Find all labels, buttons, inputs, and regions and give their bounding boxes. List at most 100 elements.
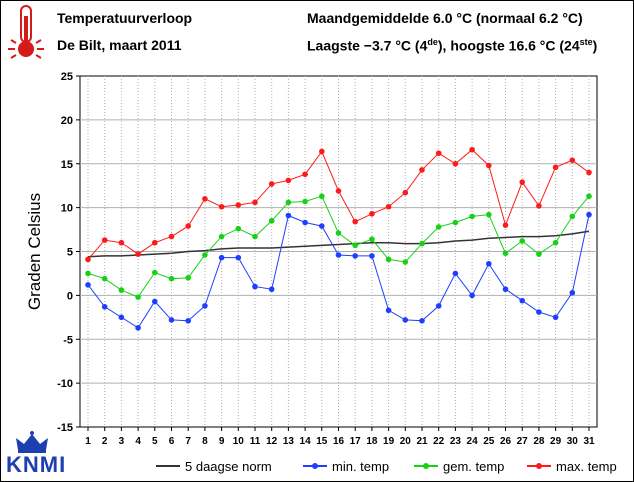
data-point-min bbox=[168, 317, 175, 323]
legend-label-max: max. temp bbox=[556, 459, 617, 474]
data-point-avg bbox=[202, 252, 208, 258]
data-point-min bbox=[519, 297, 525, 304]
data-point-max bbox=[536, 203, 542, 209]
data-point-max bbox=[302, 171, 308, 178]
data-point-avg bbox=[319, 193, 325, 200]
data-point-max bbox=[252, 199, 258, 206]
x-tick-label: 17 bbox=[350, 436, 362, 447]
data-point-avg bbox=[569, 213, 576, 220]
data-point-max bbox=[452, 160, 459, 167]
x-tick-label: 15 bbox=[316, 436, 328, 447]
data-point-max bbox=[419, 167, 425, 173]
y-tick-label: 5 bbox=[67, 247, 73, 259]
x-tick-label: 5 bbox=[152, 436, 158, 447]
data-point-min bbox=[536, 309, 542, 315]
data-point-avg bbox=[268, 217, 275, 224]
x-tick-label: 12 bbox=[266, 436, 278, 447]
x-tick-label: 11 bbox=[250, 436, 261, 447]
data-point-min bbox=[218, 254, 225, 261]
data-point-max bbox=[185, 223, 191, 229]
data-point-avg bbox=[335, 230, 342, 236]
knmi-logo-text: KNMI bbox=[6, 452, 67, 477]
data-point-min bbox=[202, 303, 208, 309]
monthly-average: Maandgemiddelde 6.0 °C (normaal 6.2 °C) bbox=[307, 10, 583, 26]
y-tick-label: -15 bbox=[57, 422, 73, 434]
legend-marker-avg bbox=[423, 463, 429, 469]
data-point-avg bbox=[285, 199, 292, 206]
y-tick-label: 20 bbox=[61, 115, 73, 127]
chart-title: Temperatuurverloop bbox=[57, 10, 193, 26]
data-point-max bbox=[202, 196, 208, 202]
x-tick-label: 25 bbox=[483, 436, 495, 447]
data-point-min bbox=[235, 254, 242, 261]
x-tick-label: 16 bbox=[333, 436, 345, 447]
data-point-avg bbox=[402, 259, 409, 265]
data-point-avg bbox=[118, 287, 125, 293]
y-axis-label: Graden Celsius bbox=[25, 193, 44, 310]
data-point-min bbox=[369, 253, 375, 259]
data-point-max bbox=[352, 218, 359, 225]
data-point-avg bbox=[185, 275, 191, 281]
data-point-avg bbox=[235, 225, 242, 232]
data-point-avg bbox=[486, 211, 492, 218]
x-tick-label: 6 bbox=[169, 436, 175, 447]
data-point-max bbox=[319, 148, 325, 155]
data-point-min bbox=[352, 253, 359, 259]
legend-marker-max bbox=[536, 463, 542, 469]
data-point-avg bbox=[302, 198, 308, 205]
data-point-avg bbox=[452, 219, 459, 226]
data-point-min bbox=[285, 212, 292, 219]
data-point-avg bbox=[252, 233, 258, 240]
x-tick-label: 13 bbox=[283, 436, 295, 447]
x-tick-label: 23 bbox=[450, 436, 462, 447]
data-point-max bbox=[469, 146, 475, 153]
data-point-min bbox=[435, 303, 442, 309]
legend-marker-min bbox=[312, 463, 318, 469]
data-point-min bbox=[569, 289, 576, 296]
x-tick-label: 7 bbox=[185, 436, 191, 447]
data-point-avg bbox=[101, 275, 108, 282]
data-point-avg bbox=[435, 224, 442, 230]
knmi-crown-icon bbox=[16, 431, 48, 453]
data-point-avg bbox=[369, 236, 375, 243]
data-point-max bbox=[218, 203, 225, 210]
x-tick-label: 4 bbox=[135, 436, 141, 447]
x-tick-label: 28 bbox=[533, 436, 545, 447]
data-point-avg bbox=[152, 269, 158, 276]
y-tick-label: 25 bbox=[61, 71, 73, 83]
data-point-min bbox=[85, 282, 91, 288]
legend-label-norm: 5 daagse norm bbox=[185, 459, 272, 474]
x-tick-label: 2 bbox=[102, 436, 108, 447]
data-point-avg bbox=[519, 238, 525, 244]
data-point-min bbox=[335, 252, 342, 258]
data-point-max bbox=[168, 233, 175, 240]
data-point-min bbox=[135, 325, 141, 331]
x-tick-label: 29 bbox=[550, 436, 562, 447]
data-point-max bbox=[569, 157, 576, 164]
extremes-line: Laagste −3.7 °C (4de), hoogste 16.6 °C (… bbox=[307, 37, 598, 54]
data-point-min bbox=[118, 314, 125, 321]
data-point-max bbox=[268, 181, 275, 187]
thermometer-icon bbox=[8, 5, 44, 59]
x-tick-label: 26 bbox=[500, 436, 512, 447]
data-point-max bbox=[118, 239, 125, 246]
data-point-min bbox=[385, 307, 392, 314]
x-tick-label: 21 bbox=[416, 436, 428, 447]
data-point-max bbox=[85, 256, 91, 263]
data-point-max bbox=[285, 177, 292, 184]
data-point-avg bbox=[85, 270, 91, 277]
y-tick-label: -5 bbox=[63, 334, 73, 346]
data-point-avg bbox=[552, 239, 559, 246]
data-point-max bbox=[385, 203, 392, 210]
x-tick-label: 24 bbox=[467, 436, 479, 447]
data-point-avg bbox=[586, 193, 592, 200]
data-point-min bbox=[319, 223, 325, 229]
data-point-max bbox=[101, 237, 108, 243]
data-point-max bbox=[369, 210, 375, 217]
data-point-min bbox=[419, 318, 425, 324]
series-line-norm bbox=[87, 230, 590, 258]
data-point-min bbox=[402, 317, 409, 323]
data-point-min bbox=[185, 318, 191, 324]
data-point-avg bbox=[385, 256, 392, 263]
data-point-avg bbox=[502, 250, 509, 257]
